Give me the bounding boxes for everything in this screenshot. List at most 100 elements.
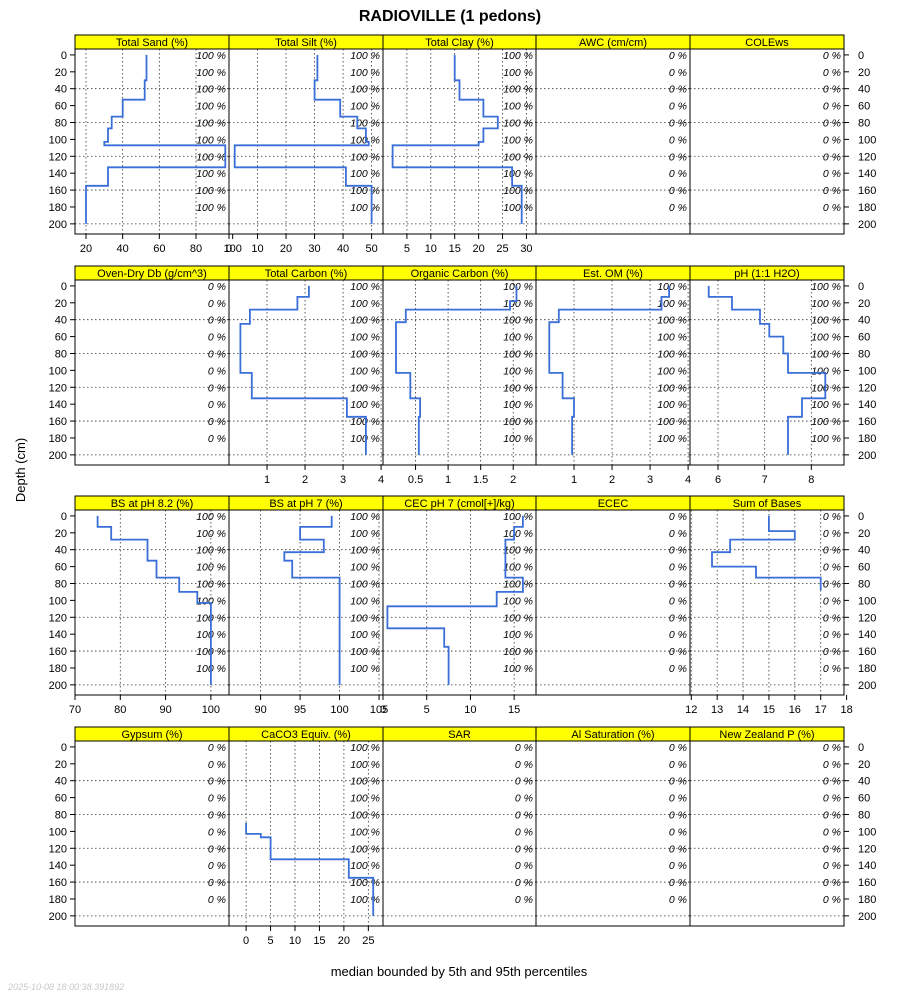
percent-label: 100 % xyxy=(503,298,533,310)
x-tick-label: 1 xyxy=(445,474,451,486)
panel-strip-label: SAR xyxy=(448,729,471,741)
y-tick-label-right: 40 xyxy=(858,776,870,788)
y-tick-label-right: 20 xyxy=(858,528,870,540)
percent-label: 0 % xyxy=(669,545,687,557)
percent-label: 100 % xyxy=(350,50,380,62)
x-tick-label: 18 xyxy=(840,704,852,716)
y-tick-label-right: 40 xyxy=(858,84,870,96)
panel-ecec: ECEC 0 % 0 % 0 % 0 % 0 % 0 % 0 % 0 % 0 % 0 % xyxy=(535,495,691,696)
y-tick-label-left: 20 xyxy=(55,759,67,771)
y-tick-label-left: 180 xyxy=(49,202,67,214)
percent-label: 0 % xyxy=(823,629,841,641)
percent-label: 100 % xyxy=(503,168,533,180)
percent-label: 0 % xyxy=(669,809,687,821)
panel-border xyxy=(382,740,537,927)
percent-label: 100 % xyxy=(350,528,380,540)
timestamp-footnote: 2025-10-08 18:00:38.391892 xyxy=(7,982,124,992)
y-tick-label-right: 200 xyxy=(858,680,876,692)
percent-label: 0 % xyxy=(823,67,841,79)
y-tick-label-right: 120 xyxy=(858,612,876,624)
percent-label: 0 % xyxy=(823,826,841,838)
percent-label: 100 % xyxy=(503,612,533,624)
percent-label: 100 % xyxy=(196,511,226,523)
panel-strip-label: Total Clay (%) xyxy=(425,37,493,49)
percent-label: 100 % xyxy=(350,101,380,113)
median-profile-line xyxy=(283,515,341,685)
percent-label: 100 % xyxy=(350,281,380,293)
x-tick-label: 100 xyxy=(223,243,241,255)
y-tick-label-left: 0 xyxy=(61,281,67,293)
percent-label: 0 % xyxy=(823,894,841,906)
y-tick-label-left: 40 xyxy=(55,84,67,96)
y-tick-label-left: 160 xyxy=(49,646,67,658)
percent-label: 0 % xyxy=(669,776,687,788)
y-tick-label-left: 60 xyxy=(55,562,67,574)
y-tick-label-left: 120 xyxy=(49,151,67,163)
y-tick-label-right: 160 xyxy=(858,877,876,889)
percent-label: 100 % xyxy=(196,202,226,214)
panel-border xyxy=(689,509,845,696)
percent-label: 0 % xyxy=(669,759,687,771)
y-tick-label-left: 100 xyxy=(49,134,67,146)
percent-label: 100 % xyxy=(657,416,687,428)
percent-label: 0 % xyxy=(669,117,687,129)
y-tick-label-right: 0 xyxy=(858,50,864,62)
percent-label: 0 % xyxy=(823,843,841,855)
percent-label: 0 % xyxy=(208,365,226,377)
percent-label: 100 % xyxy=(657,315,687,327)
x-tick-label: 20 xyxy=(338,935,350,947)
percent-label: 0 % xyxy=(669,84,687,96)
percent-label: 100 % xyxy=(196,101,226,113)
percent-label: 0 % xyxy=(669,877,687,889)
percent-label: 0 % xyxy=(669,663,687,675)
y-tick-label-right: 200 xyxy=(858,450,876,462)
percent-label: 100 % xyxy=(503,151,533,163)
y-tick-label-right: 120 xyxy=(858,843,876,855)
y-tick-label-right: 160 xyxy=(858,646,876,658)
panel-total-clay: Total Clay (%) 100 % 100 % 100 % 100 % 100 % 1… xyxy=(382,34,537,255)
x-tick-label: 30 xyxy=(308,243,320,255)
percent-label: 100 % xyxy=(350,84,380,96)
percent-label: 0 % xyxy=(823,578,841,590)
panel-border xyxy=(689,279,845,466)
percent-label: 0 % xyxy=(669,101,687,113)
x-tick-label: 2 xyxy=(510,474,516,486)
y-tick-label-left: 40 xyxy=(55,315,67,327)
y-tick-label-left: 100 xyxy=(49,595,67,607)
median-profile-line xyxy=(391,54,523,224)
x-tick-label: 20 xyxy=(80,243,92,255)
percent-label: 100 % xyxy=(350,202,380,214)
y-tick-label-left: 100 xyxy=(49,365,67,377)
percent-label: 100 % xyxy=(196,67,226,79)
median-profile-line xyxy=(548,285,670,455)
percent-label: 0 % xyxy=(208,894,226,906)
y-tick-label-right: 140 xyxy=(858,168,876,180)
y-tick-label-right: 180 xyxy=(858,202,876,214)
panel-new-zealand-p: New Zealand P (%) 0 % 0 % 0 % 0 % 0 % 0 % 0 % 0 … xyxy=(689,726,845,927)
percent-label: 100 % xyxy=(503,332,533,344)
percent-label: 100 % xyxy=(196,562,226,574)
percent-label: 0 % xyxy=(515,809,533,821)
percent-label: 0 % xyxy=(823,793,841,805)
median-profile-line xyxy=(239,285,367,455)
percent-label: 0 % xyxy=(669,50,687,62)
percent-label: 0 % xyxy=(823,742,841,754)
panel-strip-label: CEC pH 7 (cmol[+]/kg) xyxy=(404,498,514,510)
percent-label: 100 % xyxy=(657,433,687,445)
percent-label: 0 % xyxy=(208,298,226,310)
percent-label: 0 % xyxy=(208,281,226,293)
percent-label: 100 % xyxy=(811,433,841,445)
percent-label: 100 % xyxy=(350,151,380,163)
panel-border xyxy=(689,740,845,927)
x-tick-label: 5 xyxy=(424,704,430,716)
panel-organic-carbon: Organic Carbon (%)100 %100 %100 %100 %10… xyxy=(382,265,537,486)
percent-label: 0 % xyxy=(208,877,226,889)
percent-label: 0 % xyxy=(208,860,226,872)
percent-label: 0 % xyxy=(823,117,841,129)
panel-strip-label: BS at pH 8.2 (%) xyxy=(111,498,194,510)
percent-label: 100 % xyxy=(811,332,841,344)
y-tick-label-left: 140 xyxy=(49,629,67,641)
percent-label: 100 % xyxy=(657,382,687,394)
panel-strip-label: COLEws xyxy=(745,37,789,49)
panel-border xyxy=(535,740,691,927)
